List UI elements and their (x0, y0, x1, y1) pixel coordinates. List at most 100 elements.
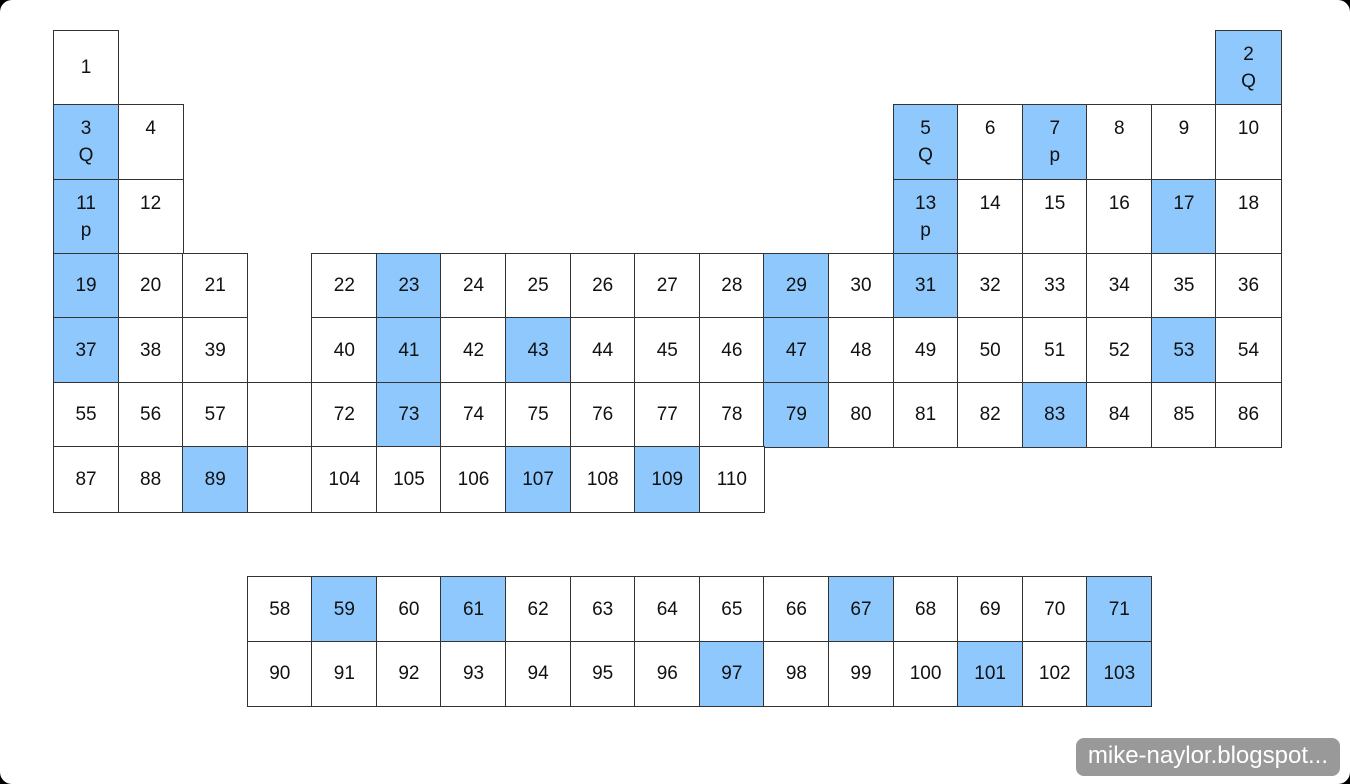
cell-number: 69 (979, 598, 1001, 620)
cell-number: 108 (586, 468, 619, 490)
cell-105: 105 (375, 446, 442, 513)
cell-number: 10 (1237, 118, 1260, 140)
cell-30: 30 (827, 253, 895, 319)
cell-number: 33 (1044, 275, 1066, 297)
cell-number: 1 (80, 57, 92, 79)
cell-number: 5 (920, 118, 931, 140)
cell-number: 31 (915, 275, 937, 297)
cell-76: 76 (569, 382, 636, 448)
cell-number: 105 (393, 468, 425, 490)
cell-number: 109 (651, 468, 684, 490)
cell-number: 80 (850, 404, 872, 426)
cell-number: 95 (592, 663, 614, 684)
cell-number: 36 (1237, 275, 1260, 297)
cell-56: 56 (117, 382, 184, 448)
cell-60: 60 (375, 576, 442, 642)
cell-number: 2 (1243, 43, 1254, 65)
cell-92: 92 (375, 640, 442, 707)
cell-number: 19 (75, 275, 97, 297)
cell-61: 61 (440, 576, 507, 642)
cell-number: 11 (76, 192, 96, 214)
cell-65: 65 (698, 576, 765, 642)
source-badge: mike-naylor.blogspot... (1075, 738, 1340, 776)
cell-number: 3 (80, 118, 92, 140)
cell-number: 82 (979, 404, 1001, 426)
cell-number: 87 (75, 468, 97, 490)
cell-86: 86 (1215, 382, 1282, 448)
cell-69: 69 (957, 576, 1024, 642)
cell-108: 108 (569, 446, 636, 513)
cell-37: 37 (53, 317, 120, 384)
cell-12: 12 (117, 179, 184, 255)
cell-16: 16 (1086, 179, 1153, 255)
cell-label: Q (918, 145, 933, 167)
cell-85: 85 (1150, 382, 1217, 448)
cell-99: 99 (827, 640, 895, 707)
cell-number: 84 (1108, 404, 1130, 426)
cell-label: p (80, 219, 92, 241)
cell-98: 98 (763, 640, 830, 707)
cell-number: 8 (1114, 118, 1125, 140)
cell-number: 98 (785, 663, 807, 684)
cell-10: 10 (1215, 104, 1282, 181)
cell-number: 91 (333, 663, 355, 684)
cell-number: 83 (1044, 404, 1066, 426)
cell-number: 60 (398, 598, 420, 620)
cell-72: 72 (311, 382, 378, 448)
cell-53: 53 (1150, 317, 1217, 384)
cell-number: 4 (145, 118, 156, 140)
cell-number: 97 (721, 663, 743, 684)
cell-number: 6 (984, 118, 996, 140)
cell-95: 95 (569, 640, 636, 707)
cell-number: 49 (915, 339, 937, 361)
cell-number: 35 (1173, 275, 1195, 297)
empty-cell (246, 382, 313, 448)
cell-29: 29 (763, 253, 830, 319)
cell-71: 71 (1086, 576, 1153, 642)
cell-6: 6 (957, 104, 1024, 181)
cell-number: 75 (527, 404, 549, 426)
cell-8: 8 (1086, 104, 1153, 181)
cell-number: 101 (974, 663, 1006, 684)
cell-number: 72 (333, 404, 355, 426)
cell-46: 46 (698, 317, 765, 384)
cell-15: 15 (1021, 179, 1088, 255)
cell-number: 50 (979, 339, 1001, 361)
cell-number: 100 (909, 663, 942, 684)
cell-41: 41 (375, 317, 442, 384)
cell-number: 71 (1108, 598, 1130, 620)
cell-number: 58 (269, 598, 291, 620)
cell-number: 39 (204, 339, 226, 361)
cell-91: 91 (311, 640, 378, 707)
cell-89: 89 (182, 446, 249, 513)
empty-cell (246, 446, 313, 513)
cell-36: 36 (1215, 253, 1282, 319)
cell-100: 100 (892, 640, 959, 707)
cell-13: 13 p (892, 179, 959, 255)
cell-9: 9 (1150, 104, 1217, 181)
cell-number: 12 (140, 192, 162, 214)
cell-number: 92 (398, 663, 420, 684)
cell-48: 48 (827, 317, 895, 384)
cell-103: 103 (1086, 640, 1153, 707)
cell-87: 87 (53, 446, 120, 513)
cell-19: 19 (53, 253, 120, 319)
cell-81: 81 (892, 382, 959, 448)
cell-number: 106 (457, 468, 490, 490)
cell-number: 93 (462, 663, 485, 684)
cell-number: 70 (1044, 598, 1066, 620)
cell-label: p (920, 219, 931, 241)
cell-number: 16 (1108, 192, 1130, 214)
cell-number: 45 (656, 339, 678, 361)
cell-109: 109 (634, 446, 701, 513)
cell-number: 96 (656, 663, 678, 684)
cell-number: 38 (140, 339, 162, 361)
cell-34: 34 (1086, 253, 1153, 319)
cell-101: 101 (957, 640, 1024, 707)
cell-number: 77 (656, 404, 678, 426)
cell-number: 104 (328, 468, 361, 490)
cell-number: 51 (1044, 339, 1066, 361)
cell-number: 66 (785, 598, 807, 620)
